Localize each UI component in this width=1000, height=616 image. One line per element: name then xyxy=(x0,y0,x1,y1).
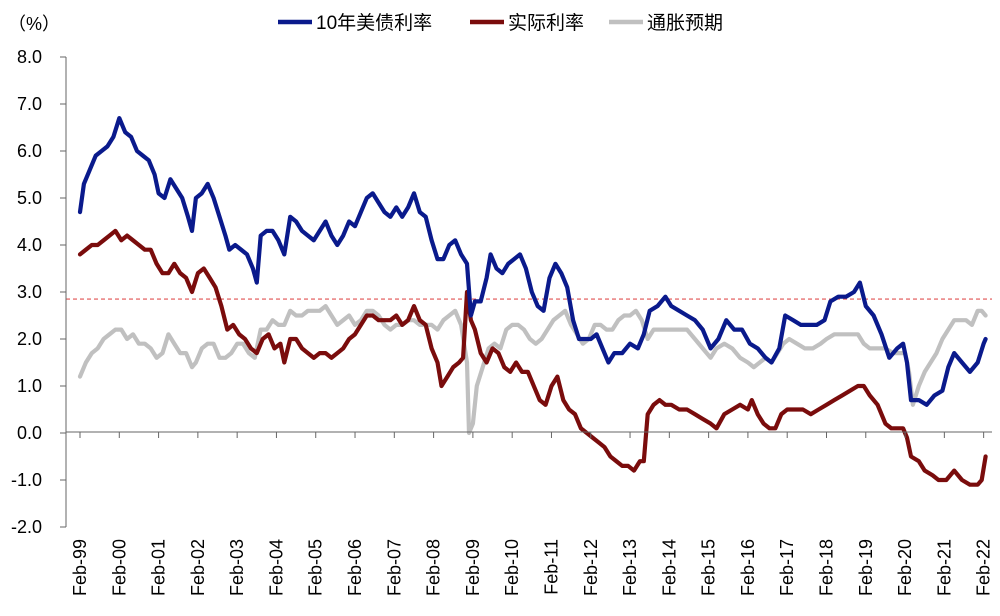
y-tick-label: 8.0 xyxy=(17,47,42,67)
x-tick-label: Feb-06 xyxy=(345,539,365,596)
y-tick-label: 6.0 xyxy=(17,141,42,161)
y-tick-label: 1.0 xyxy=(17,376,42,396)
y-tick-label: 0.0 xyxy=(17,423,42,443)
x-tick-label: Feb-13 xyxy=(620,539,640,596)
x-tick-label: Feb-22 xyxy=(974,539,994,596)
x-tick-label: Feb-12 xyxy=(581,539,601,596)
x-tick-label: Feb-00 xyxy=(109,539,129,596)
x-tick-label: Feb-09 xyxy=(463,539,483,596)
y-tick-label: 3.0 xyxy=(17,282,42,302)
x-tick-label: Feb-07 xyxy=(384,539,404,596)
x-tick-label: Feb-01 xyxy=(149,539,169,596)
y-tick-label: -2.0 xyxy=(11,517,42,537)
x-tick-label: Feb-16 xyxy=(738,539,758,596)
y-tick-label: -1.0 xyxy=(11,470,42,490)
x-tick-label: Feb-18 xyxy=(817,539,837,596)
legend-label: 10年美债利率 xyxy=(316,12,432,34)
x-tick-label: Feb-21 xyxy=(934,539,954,596)
series-line-1 xyxy=(77,228,988,487)
y-tick-label: 4.0 xyxy=(17,235,42,255)
x-tick-label: Feb-10 xyxy=(502,539,522,596)
x-tick-label: Feb-14 xyxy=(659,539,679,596)
y-tick-label: 7.0 xyxy=(17,94,42,114)
legend-item-2: 通胀预期 xyxy=(609,12,723,34)
x-tick-label: Feb-17 xyxy=(777,539,797,596)
x-tick-label: Feb-03 xyxy=(227,539,247,596)
legend-label: 通胀预期 xyxy=(647,12,723,34)
x-tick-label: Feb-02 xyxy=(188,539,208,596)
legend: 10年美债利率 实际利率 通胀预期 xyxy=(278,12,723,34)
x-tick-label: Feb-20 xyxy=(895,539,915,596)
series-line-0 xyxy=(77,116,988,407)
legend-item-1: 实际利率 xyxy=(470,12,584,34)
x-tick-label: Feb-19 xyxy=(856,539,876,596)
series-line-2 xyxy=(77,304,988,436)
x-tick-label: Feb-99 xyxy=(70,539,90,596)
x-axis-ticks: Feb-99 Feb-00 Feb-01 Feb-02 Feb-03 Feb-04 Feb-… xyxy=(70,432,994,596)
x-tick-label: Feb-15 xyxy=(699,539,719,596)
legend-label: 实际利率 xyxy=(508,12,584,34)
y-axis-ticks: 8.0 7.0 6.0 5.0 4.0 3.0 2.0 1.0 0.0 -1.0 -2.0 xyxy=(11,47,66,537)
y-axis-unit-label: （%） xyxy=(8,14,60,34)
series-layer xyxy=(77,116,988,487)
x-tick-label: Feb-05 xyxy=(306,539,326,596)
x-tick-label: Feb-08 xyxy=(424,539,444,596)
y-tick-label: 5.0 xyxy=(17,188,42,208)
x-tick-label: Feb-11 xyxy=(542,539,562,595)
legend-item-0: 10年美债利率 xyxy=(278,12,432,34)
x-tick-label: Feb-04 xyxy=(266,539,286,596)
y-tick-label: 2.0 xyxy=(17,329,42,349)
